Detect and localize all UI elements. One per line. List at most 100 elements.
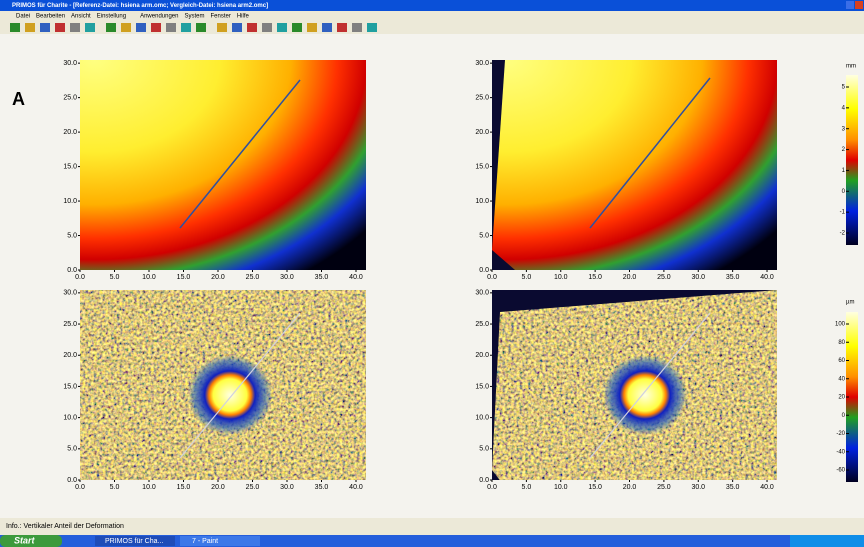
x-tick-label: 30.0 (280, 274, 294, 281)
y-tick-label: 0.0 (67, 477, 77, 484)
screen: PRIMOS für Charite - [Referenz-Datei: hs… (0, 0, 864, 547)
toolbar-button[interactable] (136, 23, 146, 32)
start-label: Start (14, 535, 36, 545)
x-tick-label: 35.0 (315, 274, 329, 281)
y-tick-label: 25.0 (475, 321, 489, 328)
y-tick-label: 10.0 (63, 414, 77, 421)
system-tray (790, 535, 864, 547)
colorbar-tick-label: 20 (838, 395, 845, 401)
toolbar-button[interactable] (217, 23, 227, 32)
x-tick-label: 10.0 (142, 274, 156, 281)
y-tick-label: 10.0 (475, 414, 489, 421)
x-tick-label: 5.0 (522, 484, 532, 491)
menu-item[interactable]: Ansicht (71, 14, 91, 20)
x-tick-label: 35.0 (726, 274, 740, 281)
menu-item[interactable]: System (184, 14, 204, 20)
menu-item[interactable]: Einstellung (97, 14, 126, 20)
colorbar-unit: mm (846, 64, 856, 70)
y-tick-label: 30.0 (63, 60, 77, 67)
y-tick-label: 30.0 (63, 290, 77, 297)
colorbar-tick-label: -20 (836, 431, 845, 437)
x-tick-label: 40.0 (760, 484, 774, 491)
panel-label: A (12, 89, 25, 109)
toolbar-button[interactable] (106, 23, 116, 32)
colorbar-tick-label: 100 (835, 322, 846, 328)
close-button[interactable] (855, 1, 863, 9)
x-tick-label: 20.0 (623, 484, 637, 491)
toolbar-button[interactable] (247, 23, 257, 32)
colorbar-tick-label: 3 (842, 126, 846, 132)
colorbar-tick-label: 4 (842, 105, 846, 111)
heatmap (80, 60, 366, 270)
x-tick-label: 20.0 (211, 484, 225, 491)
window-title: PRIMOS für Charite - [Referenz-Datei: hs… (12, 3, 268, 9)
menu-item[interactable]: Fenster (210, 14, 230, 20)
x-tick-label: 15.0 (588, 274, 602, 281)
y-tick-label: 15.0 (63, 383, 77, 390)
toolbar-button[interactable] (307, 23, 317, 32)
y-tick-label: 25.0 (63, 94, 77, 101)
toolbar-button[interactable] (166, 23, 176, 32)
menu-item[interactable]: Anwendungen (140, 14, 178, 20)
x-tick-label: 25.0 (657, 484, 671, 491)
x-tick-label: 25.0 (657, 274, 671, 281)
toolbar-button[interactable] (181, 23, 191, 32)
x-tick-label: 0.0 (487, 484, 497, 491)
x-tick-label: 5.0 (110, 274, 120, 281)
x-tick-label: 5.0 (110, 484, 120, 491)
y-tick-label: 5.0 (67, 232, 77, 239)
colorbar-tick-label: -2 (840, 231, 846, 237)
y-tick-label: 20.0 (475, 352, 489, 359)
colorbar-tick-label: -1 (840, 210, 846, 216)
toolbar-button[interactable] (10, 23, 20, 32)
colorbar-tick-label: 5 (842, 85, 846, 91)
toolbar-button[interactable] (25, 23, 35, 32)
y-tick-label: 5.0 (67, 446, 77, 453)
toolbar-button[interactable] (277, 23, 287, 32)
hotspot (188, 355, 272, 435)
colorbar-tick-label: 1 (842, 168, 846, 174)
toolbar-button[interactable] (352, 23, 362, 32)
minimize-button[interactable] (846, 1, 854, 9)
toolbar-button[interactable] (55, 23, 65, 32)
colorbar (846, 75, 858, 245)
toolbar-button[interactable] (262, 23, 272, 32)
toolbar-button[interactable] (151, 23, 161, 32)
toolbar-button[interactable] (40, 23, 50, 32)
toolbar-button[interactable] (367, 23, 377, 32)
colorbar-tick-label: -40 (836, 449, 845, 455)
y-tick-label: 25.0 (63, 321, 77, 328)
y-tick-label: 10.0 (475, 198, 489, 205)
menu-item[interactable]: Hilfe (237, 14, 250, 20)
y-tick-label: 5.0 (479, 446, 489, 453)
x-tick-label: 40.0 (349, 484, 363, 491)
status-bar (0, 518, 864, 535)
x-tick-label: 0.0 (75, 274, 85, 281)
toolbar-button[interactable] (70, 23, 80, 32)
toolbar-button[interactable] (337, 23, 347, 32)
x-tick-label: 30.0 (280, 484, 294, 491)
colorbar-tick-label: 80 (838, 340, 845, 346)
toolbar-button[interactable] (121, 23, 131, 32)
y-tick-label: 20.0 (63, 129, 77, 136)
y-tick-label: 30.0 (475, 60, 489, 67)
x-tick-label: 20.0 (211, 274, 225, 281)
toolbar-button[interactable] (196, 23, 206, 32)
colorbar-tick-label: 2 (842, 147, 846, 153)
toolbar-button[interactable] (232, 23, 242, 32)
menu-bar (0, 11, 864, 21)
toolbar-button[interactable] (292, 23, 302, 32)
toolbar-button[interactable] (85, 23, 95, 32)
toolbar-button[interactable] (322, 23, 332, 32)
y-tick-label: 20.0 (63, 352, 77, 359)
x-tick-label: 30.0 (691, 484, 705, 491)
colorbar-tick-label: 0 (842, 413, 846, 419)
menu-item[interactable]: Bearbeiten (36, 14, 65, 20)
y-tick-label: 20.0 (475, 129, 489, 136)
x-tick-label: 10.0 (142, 484, 156, 491)
task-label: PRIMOS für Cha... (105, 538, 163, 545)
menu-item[interactable]: Datei (16, 14, 30, 20)
x-tick-label: 40.0 (760, 274, 774, 281)
y-tick-label: 0.0 (67, 267, 77, 274)
colorbar-unit: µm (846, 300, 854, 306)
